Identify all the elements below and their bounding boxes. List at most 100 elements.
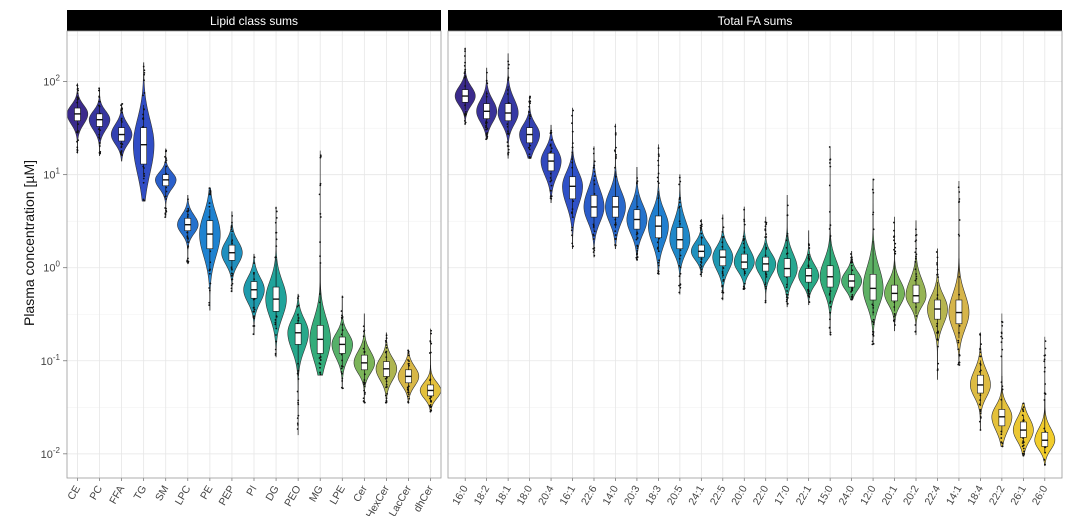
data-point	[593, 175, 596, 177]
data-point	[657, 250, 660, 253]
data-point	[656, 180, 659, 183]
data-point	[872, 330, 874, 333]
data-point	[341, 372, 343, 375]
data-point	[319, 184, 322, 187]
violin-15:0	[819, 146, 841, 336]
data-point	[76, 98, 79, 101]
data-point	[340, 367, 343, 370]
data-point	[318, 193, 321, 196]
data-point	[657, 172, 660, 175]
data-point	[143, 73, 146, 76]
data-point	[297, 399, 300, 402]
x-tick-label: CE	[65, 484, 83, 503]
data-point	[979, 347, 981, 350]
data-point	[528, 148, 531, 151]
data-point	[120, 109, 123, 112]
data-point	[721, 236, 724, 239]
data-point	[914, 330, 917, 333]
data-point	[1022, 402, 1025, 405]
data-point	[165, 210, 168, 213]
data-point	[915, 253, 918, 256]
data-point	[275, 210, 278, 213]
data-point	[614, 132, 617, 134]
data-point	[1022, 447, 1025, 450]
data-point	[187, 198, 189, 201]
data-point	[340, 310, 343, 312]
box-iqr	[998, 409, 1006, 427]
data-point	[850, 253, 852, 255]
x-tick-label: 20:5	[665, 483, 686, 507]
x-tick-label: LPE	[328, 484, 348, 507]
box-iqr	[140, 127, 147, 165]
data-point	[463, 64, 466, 67]
data-point	[850, 298, 853, 301]
data-point	[341, 317, 343, 320]
box-iqr	[569, 176, 576, 200]
data-point	[593, 249, 596, 252]
data-point	[77, 139, 80, 142]
data-point	[935, 251, 938, 253]
data-point	[721, 231, 724, 233]
data-point	[829, 305, 832, 308]
data-point	[765, 287, 767, 290]
data-point	[408, 397, 411, 400]
data-point	[528, 153, 531, 156]
box-iqr	[504, 103, 512, 122]
data-point	[957, 363, 960, 366]
x-tick-label: 22:2	[987, 483, 1008, 507]
data-point	[230, 287, 233, 290]
data-point	[893, 229, 895, 232]
data-point	[592, 247, 595, 250]
data-point	[319, 371, 321, 374]
data-point	[464, 112, 467, 115]
data-point	[699, 220, 702, 222]
data-point	[721, 297, 724, 300]
data-point	[120, 117, 123, 120]
data-point	[296, 297, 299, 299]
data-point	[571, 242, 574, 245]
data-point	[872, 191, 875, 194]
data-point	[485, 126, 487, 129]
data-point	[936, 268, 939, 271]
data-point	[636, 181, 638, 184]
data-point	[700, 268, 703, 271]
y-tick-label: 101	[43, 167, 60, 182]
data-point	[253, 315, 256, 318]
data-point	[957, 233, 960, 236]
data-point	[385, 337, 388, 340]
data-point	[893, 252, 896, 255]
x-tick-label: 20:3	[622, 483, 643, 507]
panel-lipid-class-sums: Lipid class sums CE PC FFA TG SM LPC PE PEP PI DG P…	[65, 10, 442, 516]
violin-20:3	[626, 167, 648, 261]
data-point	[743, 282, 746, 285]
data-point	[485, 138, 488, 141]
data-point	[807, 253, 810, 256]
data-point	[699, 266, 702, 269]
data-point	[430, 329, 433, 332]
data-point	[678, 201, 681, 204]
data-point	[121, 111, 123, 114]
x-tick-label: 15:0	[815, 483, 836, 507]
x-tick-label: 22:6	[579, 483, 600, 507]
x-tick-label: PC	[87, 483, 105, 502]
data-point	[529, 113, 531, 116]
data-point	[978, 420, 981, 423]
data-point	[143, 69, 146, 72]
data-point	[699, 263, 702, 266]
data-point	[829, 162, 831, 164]
violin-points	[340, 296, 344, 390]
data-point	[786, 303, 789, 305]
data-point	[657, 182, 660, 185]
data-point	[363, 385, 366, 388]
box-iqr	[526, 127, 533, 144]
data-point	[808, 247, 811, 249]
data-point	[979, 415, 982, 418]
box-iqr	[740, 253, 748, 269]
data-point	[142, 65, 145, 68]
data-point	[872, 228, 875, 231]
data-point	[407, 401, 410, 404]
violin-20:1	[884, 216, 905, 332]
data-point	[571, 226, 574, 229]
data-point	[1001, 348, 1004, 351]
data-point	[614, 230, 617, 233]
